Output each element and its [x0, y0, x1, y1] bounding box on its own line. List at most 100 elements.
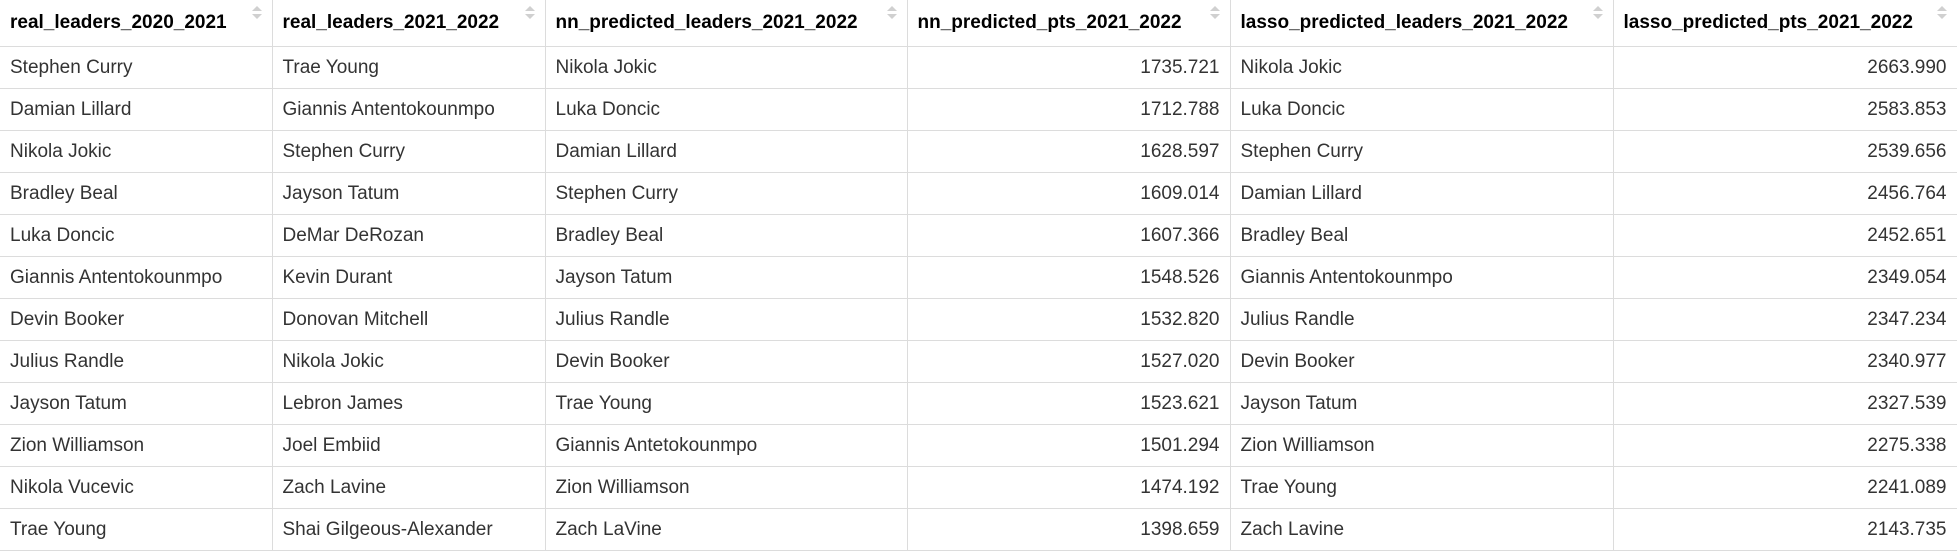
sort-ascending-icon: [1936, 6, 1947, 11]
table-cell-lasso-predicted-pts-2021-2022: 2452.651: [1613, 214, 1957, 257]
table-cell-lasso-predicted-leaders-2021-2022: Julius Randle: [1230, 298, 1614, 341]
table-cell-real-leaders-2020-2021: Trae Young: [0, 508, 273, 551]
column-header-label: lasso_predicted_pts_2021_2022: [1623, 11, 1913, 33]
table-cell-lasso-predicted-leaders-2021-2022: Giannis Antentokounmpo: [1230, 256, 1614, 299]
table-cell-lasso-predicted-pts-2021-2022: 2340.977: [1613, 340, 1957, 383]
table-cell-nn-predicted-pts-2021-2022: 1474.192: [907, 466, 1231, 509]
column-header-real-leaders-2020-2021[interactable]: real_leaders_2020_2021: [0, 0, 273, 47]
table-cell-nn-predicted-pts-2021-2022: 1609.014: [907, 172, 1231, 215]
table-cell-lasso-predicted-leaders-2021-2022: Trae Young: [1230, 466, 1614, 509]
sort-ascending-icon: [251, 6, 262, 11]
sort-ascending-icon: [1209, 6, 1220, 11]
table-row: Nikola Vucevic Zach Lavine Zion Williamson…: [0, 466, 1957, 509]
sort-arrows-icon[interactable]: [524, 6, 535, 19]
table-cell-lasso-predicted-pts-2021-2022: 2143.735: [1613, 508, 1957, 551]
column-header-label: nn_predicted_leaders_2021_2022: [555, 11, 858, 33]
table-cell-nn-predicted-pts-2021-2022: 1712.788: [907, 88, 1231, 131]
sort-arrows-icon[interactable]: [251, 6, 262, 19]
column-header-nn-predicted-leaders-2021-2022[interactable]: nn_predicted_leaders_2021_2022: [545, 0, 908, 47]
table-cell-nn-predicted-leaders-2021-2022: Giannis Antetokounmpo: [545, 424, 908, 467]
table-cell-lasso-predicted-pts-2021-2022: 2349.054: [1613, 256, 1957, 299]
table-cell-nn-predicted-pts-2021-2022: 1548.526: [907, 256, 1231, 299]
table-cell-real-leaders-2020-2021: Jayson Tatum: [0, 382, 273, 425]
table-cell-nn-predicted-pts-2021-2022: 1527.020: [907, 340, 1231, 383]
sort-arrows-icon[interactable]: [1209, 6, 1220, 19]
sort-descending-icon: [1936, 14, 1947, 19]
table-cell-lasso-predicted-pts-2021-2022: 2663.990: [1613, 46, 1957, 89]
table-row: Stephen Curry Trae Young Nikola Jokic 1735.…: [0, 46, 1957, 89]
column-header-label: lasso_predicted_leaders_2021_2022: [1240, 11, 1568, 33]
table-cell-nn-predicted-leaders-2021-2022: Trae Young: [545, 382, 908, 425]
table-cell-lasso-predicted-pts-2021-2022: 2539.656: [1613, 130, 1957, 173]
table-cell-real-leaders-2020-2021: Nikola Jokic: [0, 130, 273, 173]
table-cell-nn-predicted-leaders-2021-2022: Stephen Curry: [545, 172, 908, 215]
table-row: Nikola Jokic Stephen Curry Damian Lillard 1…: [0, 130, 1957, 173]
table-body: Stephen Curry Trae Young Nikola Jokic 1735.…: [0, 46, 1957, 551]
table-row: Luka Doncic DeMar DeRozan Bradley Beal 1607…: [0, 214, 1957, 257]
table-row: Zion Williamson Joel Embiid Giannis Anteto…: [0, 424, 1957, 467]
column-header-label: nn_predicted_pts_2021_2022: [917, 11, 1182, 33]
sort-ascending-icon: [886, 6, 897, 11]
table-cell-nn-predicted-leaders-2021-2022: Damian Lillard: [545, 130, 908, 173]
sort-descending-icon: [1592, 14, 1603, 19]
table-cell-real-leaders-2020-2021: Julius Randle: [0, 340, 273, 383]
table-cell-nn-predicted-pts-2021-2022: 1532.820: [907, 298, 1231, 341]
table-cell-real-leaders-2021-2022: Trae Young: [272, 46, 546, 89]
table-cell-real-leaders-2021-2022: Zach Lavine: [272, 466, 546, 509]
sort-arrows-icon[interactable]: [886, 6, 897, 19]
table-cell-nn-predicted-leaders-2021-2022: Luka Doncic: [545, 88, 908, 131]
table-cell-lasso-predicted-leaders-2021-2022: Zach Lavine: [1230, 508, 1614, 551]
table-cell-nn-predicted-pts-2021-2022: 1628.597: [907, 130, 1231, 173]
sort-descending-icon: [524, 14, 535, 19]
table-cell-lasso-predicted-leaders-2021-2022: Stephen Curry: [1230, 130, 1614, 173]
table-cell-real-leaders-2020-2021: Devin Booker: [0, 298, 273, 341]
table-row: Giannis Antentokounmpo Kevin Durant Jayson…: [0, 256, 1957, 299]
table-cell-real-leaders-2020-2021: Bradley Beal: [0, 172, 273, 215]
sort-arrows-icon[interactable]: [1936, 6, 1947, 19]
table-row: Bradley Beal Jayson Tatum Stephen Curry 160…: [0, 172, 1957, 215]
table-cell-lasso-predicted-pts-2021-2022: 2327.539: [1613, 382, 1957, 425]
table-cell-lasso-predicted-pts-2021-2022: 2241.089: [1613, 466, 1957, 509]
table-cell-nn-predicted-leaders-2021-2022: Jayson Tatum: [545, 256, 908, 299]
table-cell-nn-predicted-pts-2021-2022: 1523.621: [907, 382, 1231, 425]
column-header-real-leaders-2021-2022[interactable]: real_leaders_2021_2022: [272, 0, 546, 47]
header-row: real_leaders_2020_2021 real_leaders_2021_…: [0, 0, 1957, 47]
table-cell-real-leaders-2020-2021: Zion Williamson: [0, 424, 273, 467]
sort-descending-icon: [251, 14, 262, 19]
table-cell-real-leaders-2021-2022: Stephen Curry: [272, 130, 546, 173]
table-row: Damian Lillard Giannis Antentokounmpo Luka…: [0, 88, 1957, 131]
table-cell-nn-predicted-leaders-2021-2022: Julius Randle: [545, 298, 908, 341]
table-cell-lasso-predicted-leaders-2021-2022: Nikola Jokic: [1230, 46, 1614, 89]
table-cell-lasso-predicted-leaders-2021-2022: Luka Doncic: [1230, 88, 1614, 131]
sort-descending-icon: [886, 14, 897, 19]
table-cell-nn-predicted-pts-2021-2022: 1735.721: [907, 46, 1231, 89]
table-cell-real-leaders-2021-2022: Jayson Tatum: [272, 172, 546, 215]
table-cell-real-leaders-2021-2022: Donovan Mitchell: [272, 298, 546, 341]
column-header-nn-predicted-pts-2021-2022[interactable]: nn_predicted_pts_2021_2022: [907, 0, 1231, 47]
column-header-lasso-predicted-pts-2021-2022[interactable]: lasso_predicted_pts_2021_2022: [1613, 0, 1957, 47]
sort-descending-icon: [1209, 14, 1220, 19]
table-row: Devin Booker Donovan Mitchell Julius Randl…: [0, 298, 1957, 341]
table-cell-real-leaders-2021-2022: Lebron James: [272, 382, 546, 425]
table-cell-lasso-predicted-leaders-2021-2022: Damian Lillard: [1230, 172, 1614, 215]
table-cell-lasso-predicted-leaders-2021-2022: Bradley Beal: [1230, 214, 1614, 257]
table-cell-nn-predicted-leaders-2021-2022: Zach LaVine: [545, 508, 908, 551]
sort-ascending-icon: [524, 6, 535, 11]
table-cell-real-leaders-2021-2022: Kevin Durant: [272, 256, 546, 299]
column-header-label: real_leaders_2021_2022: [282, 11, 500, 33]
table-cell-real-leaders-2021-2022: Nikola Jokic: [272, 340, 546, 383]
table-cell-lasso-predicted-pts-2021-2022: 2583.853: [1613, 88, 1957, 131]
table-cell-real-leaders-2021-2022: Giannis Antentokounmpo: [272, 88, 546, 131]
column-header-lasso-predicted-leaders-2021-2022[interactable]: lasso_predicted_leaders_2021_2022: [1230, 0, 1614, 47]
sort-ascending-icon: [1592, 6, 1603, 11]
sort-arrows-icon[interactable]: [1592, 6, 1603, 19]
table-cell-real-leaders-2021-2022: Shai Gilgeous-Alexander: [272, 508, 546, 551]
table-cell-nn-predicted-pts-2021-2022: 1607.366: [907, 214, 1231, 257]
table-row: Trae Young Shai Gilgeous-Alexander Zach La…: [0, 508, 1957, 551]
table-cell-lasso-predicted-pts-2021-2022: 2347.234: [1613, 298, 1957, 341]
table-cell-nn-predicted-pts-2021-2022: 1398.659: [907, 508, 1231, 551]
table-cell-nn-predicted-pts-2021-2022: 1501.294: [907, 424, 1231, 467]
table-cell-real-leaders-2020-2021: Stephen Curry: [0, 46, 273, 89]
table-row: Julius Randle Nikola Jokic Devin Booker 152…: [0, 340, 1957, 383]
